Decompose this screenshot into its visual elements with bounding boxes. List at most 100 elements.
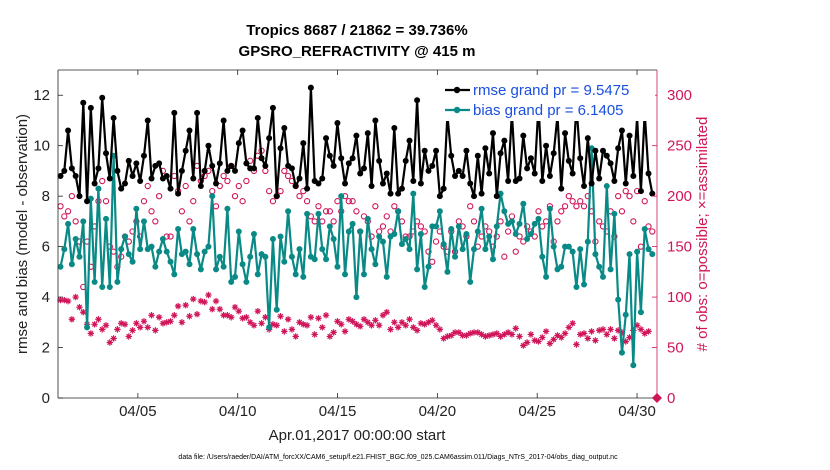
- assimilated-point: [622, 338, 629, 345]
- rmse-point: [129, 172, 136, 179]
- bias-point: [493, 223, 500, 230]
- rmse-point: [584, 135, 591, 142]
- possible-point: [182, 182, 189, 190]
- bias-point: [543, 273, 550, 280]
- assimilated-point: [501, 331, 508, 338]
- bias-point: [391, 231, 398, 237]
- rmse-point: [144, 117, 151, 124]
- rmse-point: [645, 170, 652, 177]
- rmse-point: [478, 190, 485, 197]
- bias-point: [482, 246, 489, 253]
- bias-point: [186, 261, 193, 268]
- possible-point: [140, 198, 148, 205]
- assimilated-point: [212, 297, 220, 305]
- bias-point: [452, 253, 459, 260]
- bias-point: [402, 236, 409, 243]
- possible-point: [220, 172, 227, 180]
- rmse-point: [201, 167, 208, 174]
- rmse-point: [599, 147, 606, 154]
- assimilated-point: [527, 331, 535, 338]
- possible-point: [64, 208, 72, 215]
- legend-rmse-marker: [453, 86, 461, 94]
- rmse-point: [190, 175, 197, 182]
- bias-point: [649, 251, 656, 258]
- possible-point: [391, 203, 398, 210]
- rmse-point: [527, 155, 534, 162]
- assimilated-point: [91, 321, 98, 328]
- bias-point: [213, 266, 220, 273]
- possible-point: [641, 198, 648, 205]
- bias-point: [220, 263, 227, 270]
- bias-point: [243, 278, 250, 285]
- rmse-point: [148, 175, 155, 182]
- bias-point: [300, 273, 307, 280]
- assimilated-point: [489, 331, 497, 338]
- bias-point: [68, 261, 75, 268]
- rmse-point: [84, 198, 91, 205]
- rmse-point: [425, 167, 432, 174]
- assimilated-point: [87, 330, 95, 337]
- bias-point: [436, 208, 443, 215]
- rmse-point: [379, 180, 386, 187]
- x-tick-label: 04/10: [219, 403, 257, 420]
- y-left-tick-label: 12: [33, 87, 50, 104]
- rmse-point: [630, 172, 637, 179]
- rmse-point: [471, 193, 478, 200]
- bias-point: [114, 278, 121, 285]
- assimilated-point: [558, 334, 565, 341]
- y-right-ticks: 0 50 100 150 200 250 300: [652, 87, 692, 407]
- bias-point: [599, 273, 606, 280]
- possible-point: [379, 223, 387, 230]
- possible-point: [573, 203, 580, 210]
- bias-point: [319, 246, 326, 253]
- bias-point: [72, 236, 79, 243]
- rmse-point: [197, 183, 204, 190]
- rmse-point: [76, 193, 83, 200]
- bias-point: [376, 233, 383, 240]
- bias-point: [478, 205, 485, 212]
- assimilated-point: [209, 305, 216, 313]
- rmse-point: [395, 190, 402, 197]
- assimilated-point: [338, 321, 345, 328]
- rmse-point: [121, 180, 128, 187]
- rmse-point: [186, 127, 193, 134]
- assimilated-point: [444, 333, 451, 340]
- possible-point: [512, 248, 519, 255]
- assimilated-point: [607, 326, 614, 333]
- rmse-point: [353, 132, 360, 139]
- possible-point: [155, 193, 163, 200]
- rmse-point: [68, 165, 75, 172]
- rmse-point: [429, 162, 436, 169]
- bias-point: [103, 215, 110, 222]
- rmse-point: [254, 114, 261, 121]
- assimilated-point: [258, 320, 265, 327]
- bias-point: [379, 238, 386, 245]
- bias-point: [315, 210, 322, 217]
- rmse-point: [125, 157, 132, 164]
- assimilated-point: [516, 333, 523, 340]
- assimilated-point: [144, 324, 151, 331]
- assimilated-point: [618, 329, 626, 336]
- y-left-tick-label: 4: [42, 289, 50, 306]
- bias-point: [311, 256, 318, 263]
- assimilated-point: [493, 330, 500, 337]
- rmse-point: [182, 147, 189, 154]
- possible-point: [596, 218, 603, 225]
- rmse-point: [110, 114, 117, 121]
- bias-point: [175, 225, 182, 232]
- assimilated-point: [637, 326, 645, 333]
- bias-point: [190, 225, 197, 232]
- assimilated-point: [520, 342, 527, 349]
- x-tick-label: 04/30: [618, 403, 656, 420]
- assimilated-point: [152, 327, 159, 334]
- possible-point: [417, 223, 425, 230]
- rmse-point: [440, 185, 447, 192]
- bias-point: [209, 193, 216, 200]
- bias-point: [65, 220, 72, 227]
- bias-point: [345, 228, 352, 235]
- possible-point: [102, 198, 110, 205]
- assimilated-point: [626, 334, 633, 341]
- assimilated-point: [504, 329, 512, 336]
- rmse-point: [281, 125, 288, 132]
- rmse-point: [417, 180, 424, 187]
